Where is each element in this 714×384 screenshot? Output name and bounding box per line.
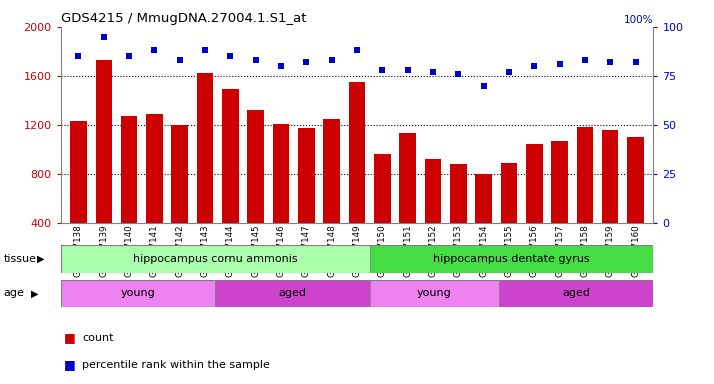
Text: ▶: ▶ [31,288,39,298]
Point [503,69,515,75]
Bar [374,154,391,272]
Bar [171,125,188,272]
Text: ■: ■ [64,358,76,371]
Point [174,57,186,63]
Point [301,59,312,65]
Point [124,53,135,59]
Point [326,57,338,63]
Bar [602,130,618,272]
Text: young: young [417,288,452,298]
Bar [370,280,498,307]
Bar [216,280,370,307]
Text: tissue: tissue [4,254,36,264]
Bar [61,280,216,307]
Text: GDS4215 / MmugDNA.27004.1.S1_at: GDS4215 / MmugDNA.27004.1.S1_at [61,12,306,25]
Bar [273,124,289,272]
Bar [61,245,370,273]
Point [73,53,84,59]
Text: aged: aged [562,288,590,298]
Text: 100%: 100% [624,15,653,25]
Point [98,34,109,40]
Bar [425,159,441,272]
Text: age: age [4,288,24,298]
Point [528,63,540,69]
Point [376,67,388,73]
Bar [577,127,593,272]
Bar [197,73,213,272]
Bar [146,114,163,272]
Bar [323,119,340,272]
Text: hippocampus dentate gyrus: hippocampus dentate gyrus [433,254,590,264]
Bar [526,144,543,272]
Bar [628,137,644,272]
Point [402,67,413,73]
Text: hippocampus cornu ammonis: hippocampus cornu ammonis [133,254,298,264]
Bar [348,82,366,272]
Point [554,61,565,67]
Point [276,63,287,69]
Point [149,47,160,53]
Bar [298,129,315,272]
Bar [222,89,238,272]
Point [453,71,464,77]
Text: young: young [121,288,156,298]
Bar [70,121,86,272]
Point [605,59,616,65]
Bar [450,164,466,272]
Point [351,47,363,53]
Bar [501,163,517,272]
Point [579,57,590,63]
Text: percentile rank within the sample: percentile rank within the sample [82,360,270,370]
Bar [399,133,416,272]
Text: count: count [82,333,114,343]
Point [250,57,261,63]
Bar [370,245,653,273]
Bar [248,110,264,272]
Point [225,53,236,59]
Point [199,47,211,53]
Text: ■: ■ [64,331,76,344]
Text: ▶: ▶ [37,254,45,264]
Bar [121,116,137,272]
Bar [551,141,568,272]
Bar [476,174,492,272]
Bar [96,60,112,272]
Point [427,69,438,75]
Bar [498,280,653,307]
Point [478,83,489,89]
Point [630,59,641,65]
Text: aged: aged [278,288,306,298]
